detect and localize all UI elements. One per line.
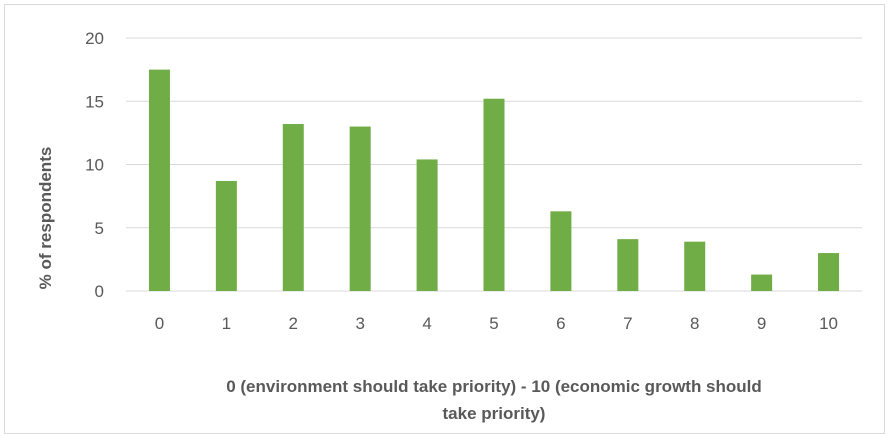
x-tick-label: 9 <box>757 314 766 333</box>
x-tick-label: 4 <box>422 314 431 333</box>
x-tick-label: 5 <box>489 314 498 333</box>
y-tick-label: 20 <box>85 29 104 48</box>
bar-7 <box>617 239 639 291</box>
bar-8 <box>684 241 706 291</box>
x-tick-label: 2 <box>289 314 298 333</box>
bar-4 <box>416 159 438 291</box>
x-axis-title-line-1: 0 (environment should take priority) - 1… <box>226 377 762 396</box>
y-tick-label: 5 <box>95 219 104 238</box>
y-tick-label: 0 <box>95 282 104 301</box>
bar-0 <box>148 69 170 291</box>
bar-9 <box>751 274 773 291</box>
x-tick-label: 8 <box>690 314 699 333</box>
bar-10 <box>818 253 840 291</box>
bars <box>148 69 840 292</box>
x-tick-labels: 0 1 2 3 4 5 6 7 8 9 10 <box>155 314 838 333</box>
y-tick-labels: 0 5 10 15 20 <box>85 29 104 301</box>
x-tick-label: 1 <box>222 314 231 333</box>
x-axis-title-line-2: take priority) <box>443 404 546 423</box>
y-axis-title: % of respondents <box>36 147 55 290</box>
bar-1 <box>215 180 237 291</box>
bar-3 <box>349 126 371 291</box>
y-tick-label: 10 <box>85 156 104 175</box>
x-tick-label: 10 <box>819 314 838 333</box>
bar-2 <box>282 124 304 292</box>
bar-6 <box>550 211 572 291</box>
x-tick-label: 3 <box>355 314 364 333</box>
bar-5 <box>483 98 505 291</box>
y-tick-label: 15 <box>85 92 104 111</box>
x-tick-label: 6 <box>556 314 565 333</box>
x-tick-label: 7 <box>623 314 632 333</box>
x-tick-label: 0 <box>155 314 164 333</box>
